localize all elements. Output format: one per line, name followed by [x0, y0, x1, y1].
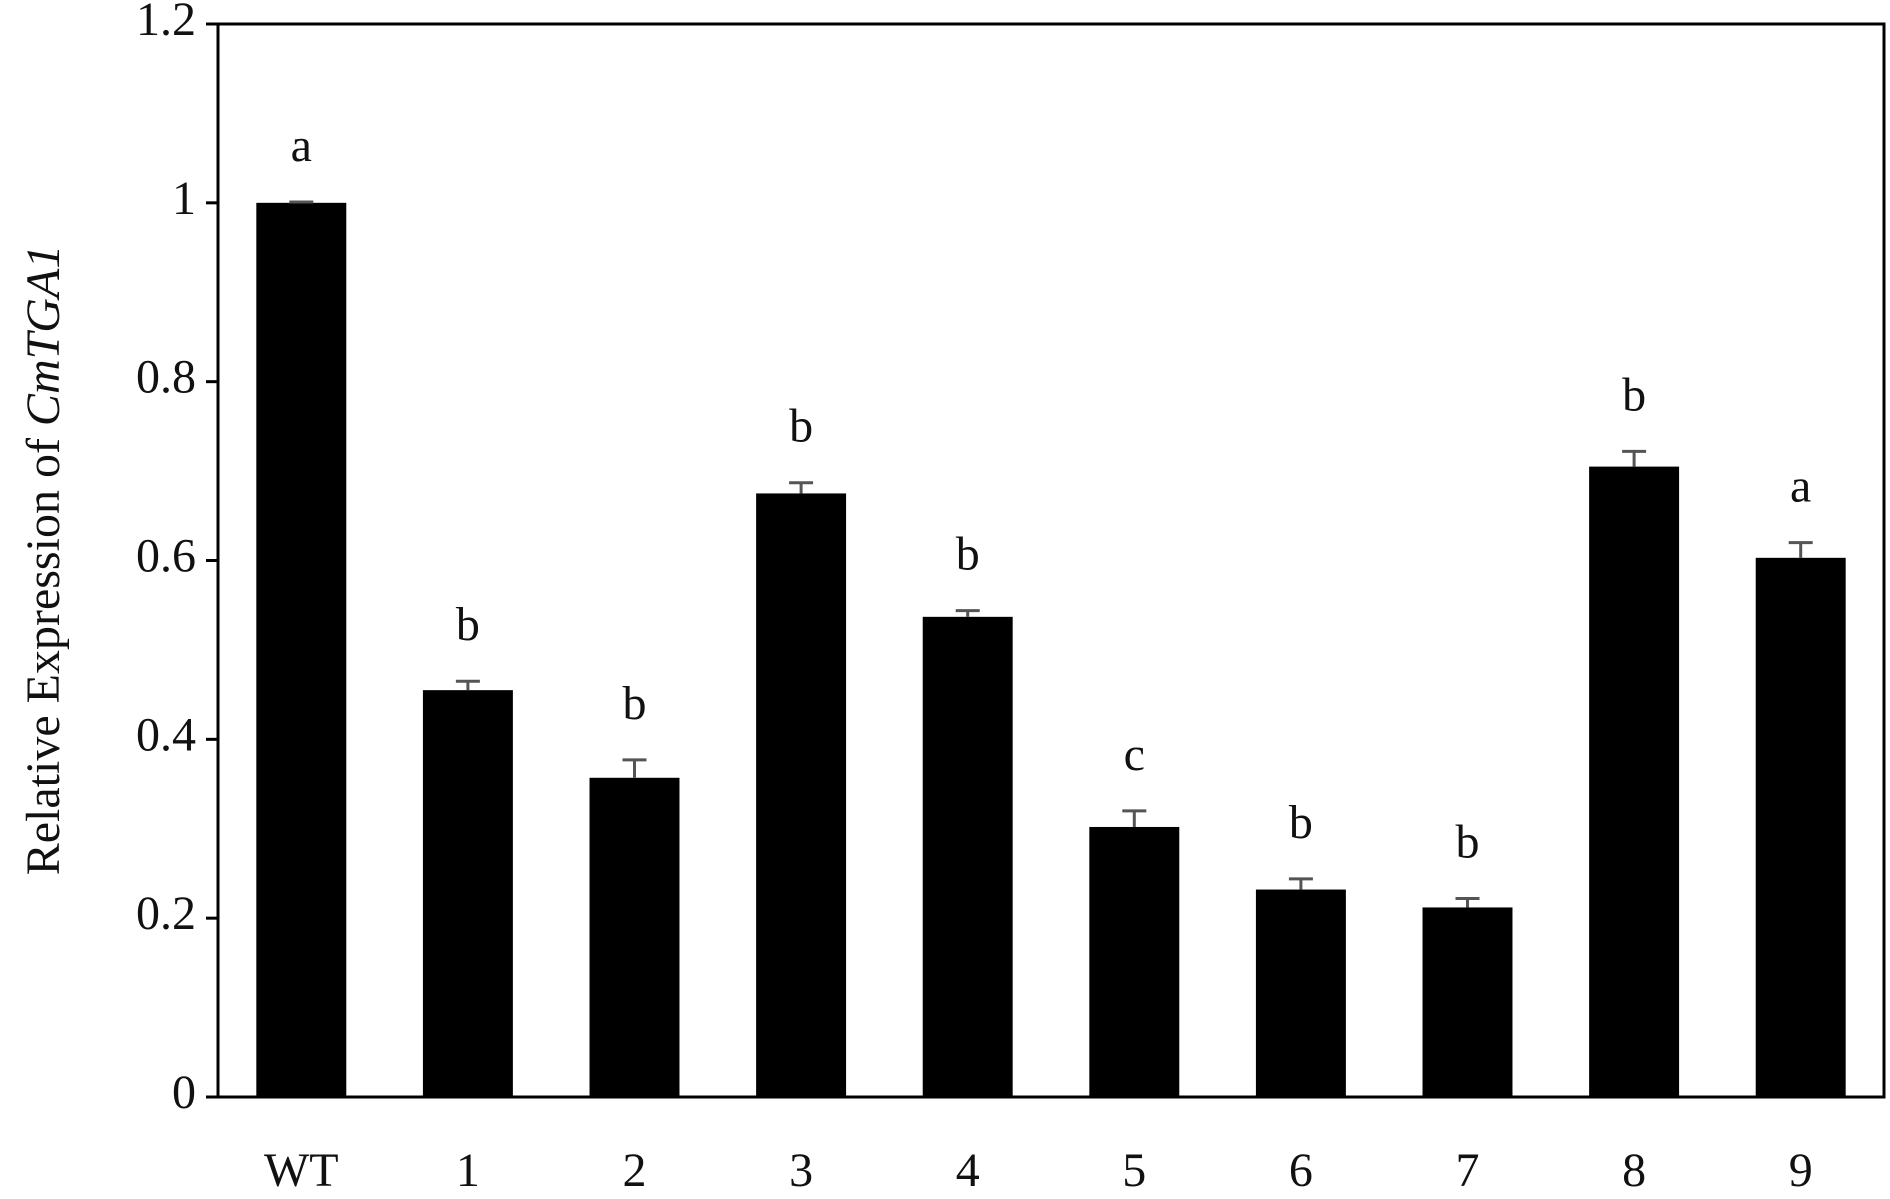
y-tick-label: 0.4 [136, 708, 196, 761]
error-bar [1788, 541, 1813, 558]
x-tick-label: 6 [1289, 1144, 1313, 1197]
significance-letter: b [623, 677, 647, 730]
x-tick-label: 3 [789, 1144, 813, 1197]
y-tick-label: 0 [172, 1066, 196, 1119]
bar [256, 202, 347, 1098]
y-axis-label-text: Relative Expression of [17, 426, 70, 875]
bar [422, 690, 513, 1097]
error-bar [289, 200, 314, 204]
error-bar [1288, 877, 1313, 890]
x-tick-label: 9 [1789, 1144, 1813, 1197]
x-tick-label: 4 [956, 1144, 980, 1197]
y-tick-label: 1.2 [136, 0, 196, 46]
y-tick-label: 1 [172, 172, 196, 225]
significance-letter: a [291, 119, 312, 172]
x-tick-label: 7 [1456, 1144, 1480, 1197]
x-tick-label: 2 [623, 1144, 647, 1197]
y-axis-label-gene: CmTGA1 [17, 245, 70, 426]
bar [1422, 907, 1513, 1097]
error-bar [622, 758, 647, 778]
x-tick-label: 8 [1622, 1144, 1646, 1197]
bar [1089, 826, 1180, 1097]
bar [1589, 466, 1680, 1097]
significance-letter: b [1622, 368, 1646, 421]
significance-letter: b [956, 528, 980, 581]
bar [1255, 889, 1346, 1097]
error-bar [955, 609, 980, 617]
x-tick-label: 1 [456, 1144, 480, 1197]
y-tick-label: 0.6 [136, 530, 196, 583]
error-bar [1622, 449, 1647, 467]
bar [589, 777, 680, 1097]
bar [1755, 557, 1846, 1097]
x-tick-label: 5 [1122, 1144, 1146, 1197]
error-bar [1122, 809, 1147, 827]
significance-letter: b [1289, 796, 1313, 849]
y-tick-label: 0.8 [136, 351, 196, 404]
x-tick-label: WT [264, 1144, 339, 1197]
bar [922, 616, 1013, 1097]
significance-letter: c [1124, 728, 1145, 781]
error-bar [1455, 896, 1480, 908]
significance-letter: b [1456, 816, 1480, 869]
bar [756, 493, 847, 1097]
significance-letter: a [1790, 460, 1811, 513]
y-tick-label: 0.2 [136, 887, 196, 940]
y-axis-label: Relative Expression of CmTGA1 [17, 245, 70, 876]
significance-letter: b [789, 400, 813, 453]
error-bar [455, 679, 480, 691]
error-bar [789, 481, 814, 494]
significance-letter: b [456, 598, 480, 651]
